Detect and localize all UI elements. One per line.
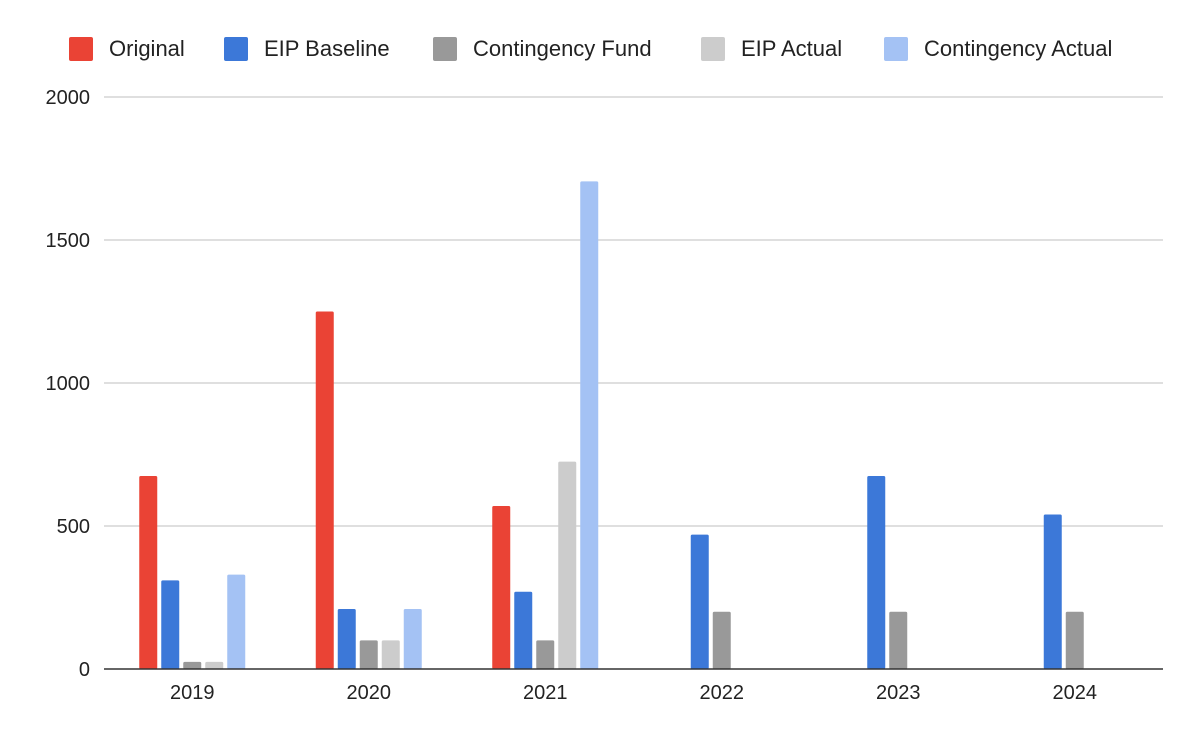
bar-contingency-actual-2021 <box>580 181 599 669</box>
bar-contingency-fund-2021 <box>536 640 555 669</box>
x-tick-label-2024: 2024 <box>1053 682 1098 704</box>
legend-swatch-contingency-actual <box>884 37 908 61</box>
bar-contingency-actual-2020 <box>403 608 422 669</box>
x-tick-label-2023: 2023 <box>876 682 921 704</box>
legend: Original EIP Baseline Contingency Fund EIP … <box>69 36 1112 61</box>
y-tick-label-500: 500 <box>57 516 90 538</box>
legend-label-contingency-actual: Contingency Actual <box>924 36 1112 61</box>
legend-swatch-eip-baseline <box>224 37 248 61</box>
legend-label-eip-actual: EIP Actual <box>741 36 842 61</box>
bar-contingency-fund-2024 <box>1065 611 1084 669</box>
gridlines <box>104 96 1163 527</box>
legend-item-eip-baseline: EIP Baseline <box>224 36 390 61</box>
bar-original-2019 <box>139 475 158 669</box>
bar-contingency-fund-2022 <box>712 611 731 669</box>
y-tick-label-1500: 1500 <box>46 230 91 252</box>
x-tick-label-2020: 2020 <box>347 682 392 704</box>
legend-swatch-original <box>69 37 93 61</box>
x-tick-label-2022: 2022 <box>700 682 745 704</box>
bar-eip-actual-2019 <box>205 661 224 669</box>
bar-eip-baseline-2021 <box>514 591 533 669</box>
legend-item-contingency-fund: Contingency Fund <box>433 36 652 61</box>
bar-eip-actual-2021 <box>558 461 577 669</box>
bar-eip-baseline-2024 <box>1043 514 1062 669</box>
legend-item-eip-actual: EIP Actual <box>701 36 842 61</box>
legend-swatch-contingency-fund <box>433 37 457 61</box>
legend-label-eip-baseline: EIP Baseline <box>264 36 390 61</box>
bar-contingency-fund-2020 <box>359 640 378 669</box>
bar-eip-baseline-2023 <box>867 475 886 669</box>
legend-item-contingency-actual: Contingency Actual <box>884 36 1112 61</box>
bar-contingency-actual-2019 <box>227 574 246 669</box>
y-axis-ticks: 0 500 1000 1500 2000 <box>46 87 91 681</box>
bar-eip-baseline-2022 <box>690 534 709 669</box>
legend-swatch-eip-actual <box>701 37 725 61</box>
bar-eip-actual-2020 <box>381 640 400 669</box>
bar-original-2021 <box>492 505 511 669</box>
y-tick-label-2000: 2000 <box>46 87 91 109</box>
x-axis-ticks: 2019 2020 2021 2022 2023 2024 <box>170 682 1097 704</box>
y-tick-label-0: 0 <box>79 659 90 681</box>
legend-label-contingency-fund: Contingency Fund <box>473 36 652 61</box>
bar-contingency-fund-2019 <box>183 661 202 669</box>
x-tick-label-2021: 2021 <box>523 682 568 704</box>
bar-original-2020 <box>315 311 334 669</box>
bar-eip-baseline-2019 <box>161 580 180 669</box>
x-tick-label-2019: 2019 <box>170 682 215 704</box>
bars <box>139 181 1084 669</box>
bar-contingency-fund-2023 <box>889 611 908 669</box>
bar-eip-baseline-2020 <box>337 608 356 669</box>
legend-item-original: Original <box>69 36 185 61</box>
y-tick-label-1000: 1000 <box>46 373 91 395</box>
legend-label-original: Original <box>109 36 185 61</box>
